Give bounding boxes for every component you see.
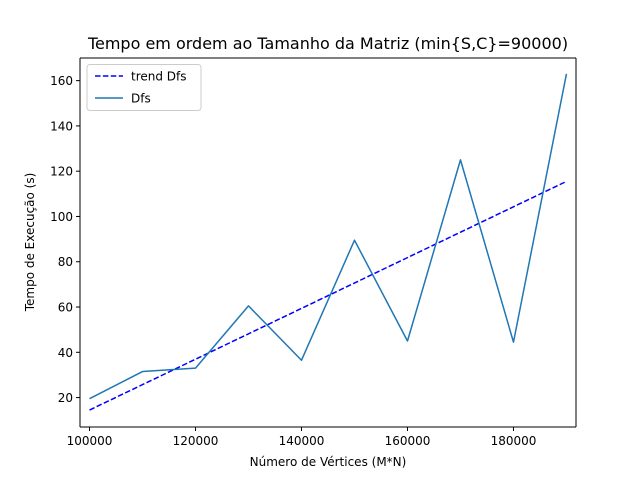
chart-title: Tempo em ordem ao Tamanho da Matriz (min… <box>87 34 568 53</box>
series-line-trend-dfs <box>89 180 567 411</box>
y-tick-label: 20 <box>58 391 73 405</box>
x-axis-label: Número de Vértices (M*N) <box>250 455 407 469</box>
plot-area <box>80 58 576 427</box>
x-tick-label: 140000 <box>279 434 325 448</box>
y-tick-label: 120 <box>50 165 73 179</box>
plot-frame <box>79 57 577 428</box>
y-tick-label: 80 <box>58 255 73 269</box>
x-axis-ticks: 100000 120000 140000 160000 180000 <box>67 427 537 448</box>
series-line-dfs <box>89 73 568 400</box>
y-tick-label: 140 <box>50 119 73 133</box>
y-tick-label: 40 <box>58 346 73 360</box>
series-layer <box>89 73 568 411</box>
y-tick-label: 60 <box>58 301 73 315</box>
x-tick-label: 120000 <box>173 434 219 448</box>
x-tick-label: 100000 <box>67 434 113 448</box>
y-axis-ticks: 20 40 60 80 100 120 140 160 <box>50 74 80 405</box>
x-tick-label: 180000 <box>491 434 537 448</box>
y-axis-label: Tempo de Execução (s) <box>23 173 37 313</box>
legend-label-trend-dfs: trend Dfs <box>131 70 187 84</box>
legend-label-dfs: Dfs <box>131 92 151 106</box>
legend: trend Dfs Dfs <box>86 64 202 111</box>
y-tick-label: 100 <box>50 210 73 224</box>
y-tick-label: 160 <box>50 74 73 88</box>
x-tick-label: 160000 <box>385 434 431 448</box>
